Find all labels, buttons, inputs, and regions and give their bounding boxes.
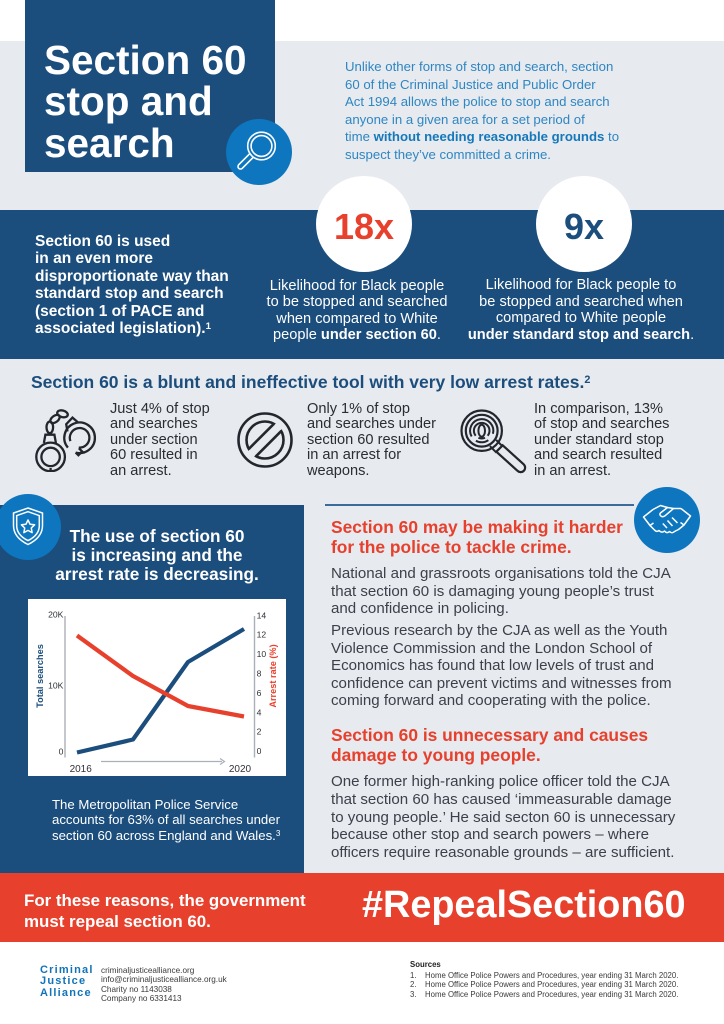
- svg-text:10: 10: [257, 649, 267, 659]
- svg-text:10K: 10K: [48, 681, 64, 691]
- svg-text:2020: 2020: [229, 764, 252, 775]
- svg-text:12: 12: [257, 630, 267, 640]
- svg-text:8: 8: [257, 669, 262, 679]
- svg-text:14: 14: [257, 610, 267, 620]
- svg-text:Total searches: Total searches: [35, 644, 45, 708]
- svg-text:4: 4: [257, 707, 262, 717]
- svg-text:2016: 2016: [70, 764, 93, 775]
- svg-text:0: 0: [59, 746, 64, 756]
- svg-text:Arrest rate (%): Arrest rate (%): [268, 644, 278, 707]
- svg-text:20K: 20K: [48, 609, 64, 619]
- svg-text:0: 0: [257, 746, 262, 756]
- svg-text:6: 6: [257, 688, 262, 698]
- svg-text:2: 2: [257, 727, 262, 737]
